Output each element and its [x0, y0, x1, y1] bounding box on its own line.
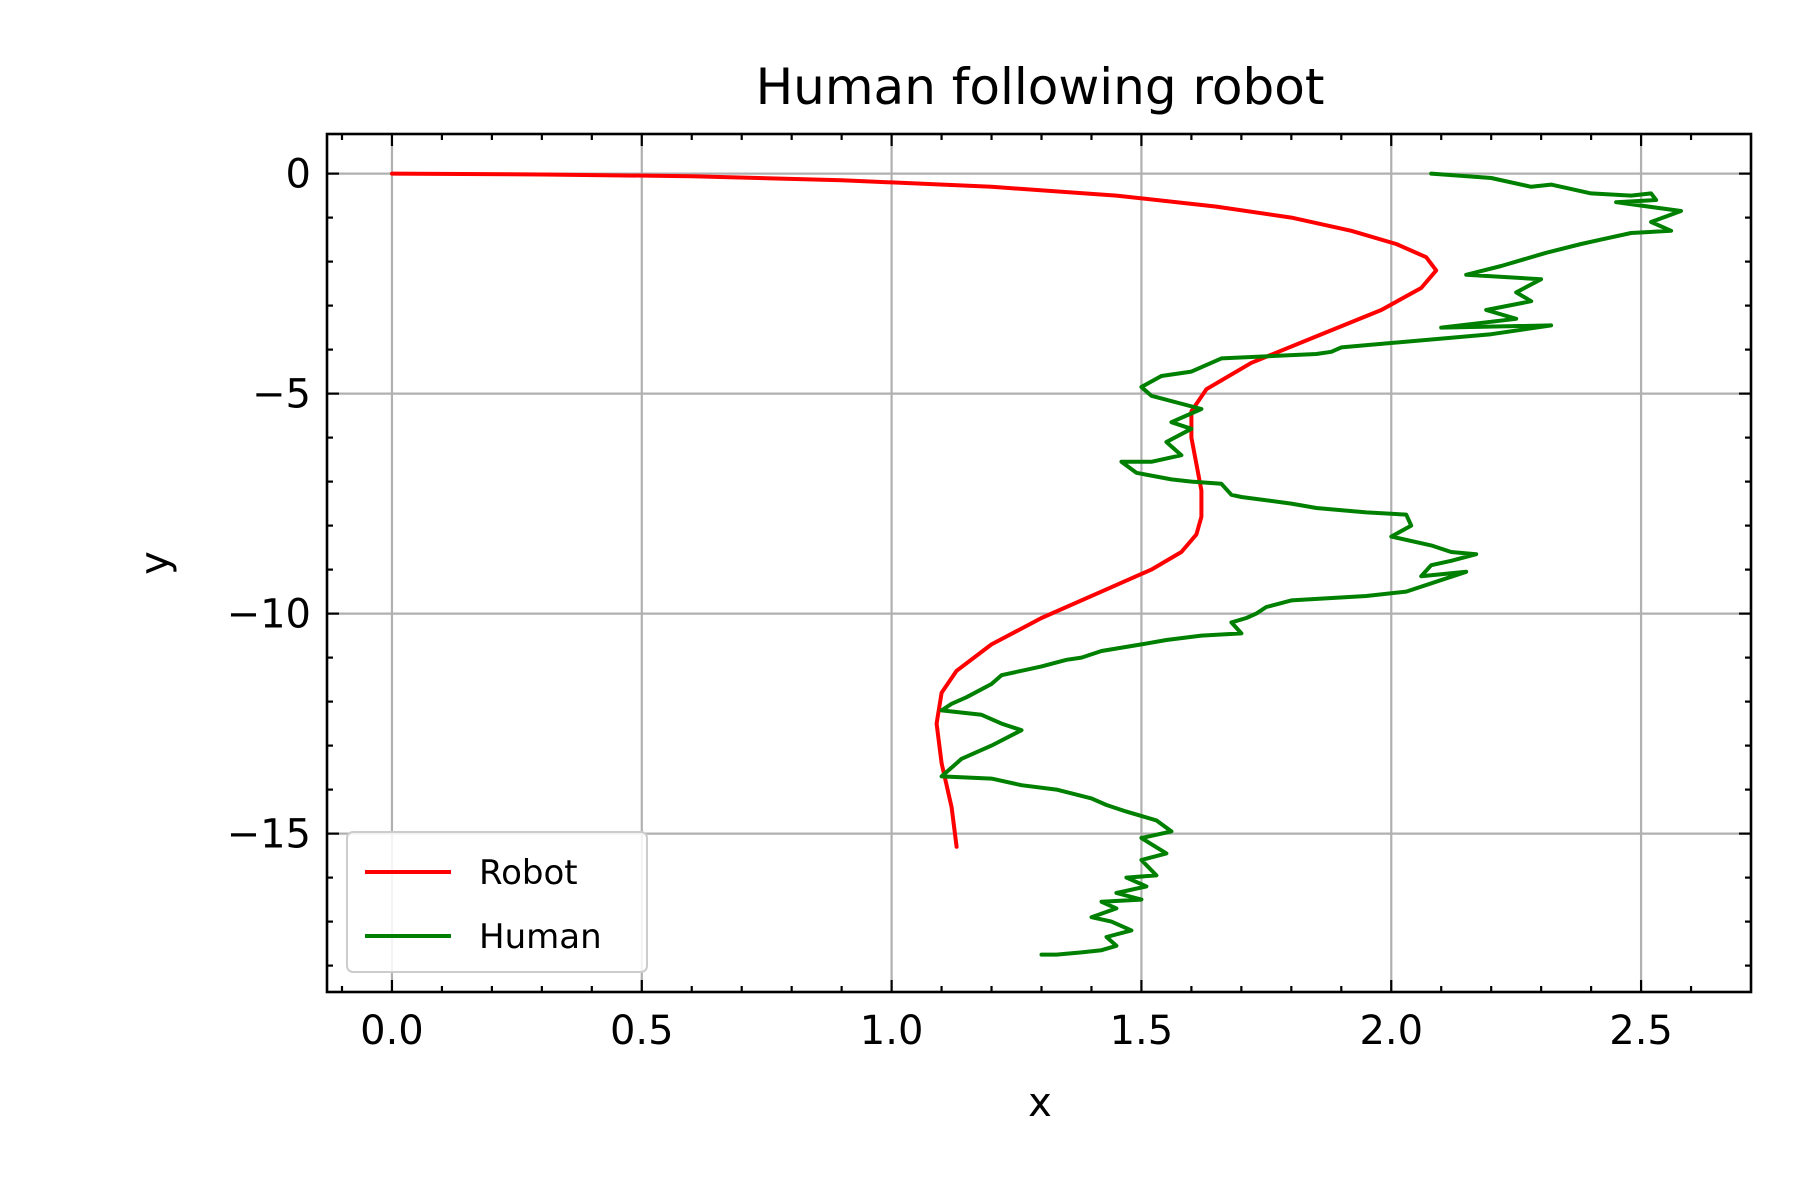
series-line-human — [939, 171, 1683, 957]
chart-title: Human following robot — [756, 58, 1325, 116]
series-line-robot — [390, 171, 1439, 849]
y-tick-label: −15 — [227, 812, 311, 858]
x-tick-label: 0.0 — [360, 1008, 424, 1054]
x-tick-label: 2.5 — [1609, 1008, 1673, 1054]
legend: Robot Human — [346, 831, 648, 973]
series-layer — [390, 171, 1683, 957]
x-axis-label: x — [1028, 1080, 1052, 1126]
x-tick-label: 1.0 — [860, 1008, 924, 1054]
y-tick-label: 0 — [286, 152, 311, 198]
legend-label-human: Human — [479, 917, 602, 957]
plot-frame — [325, 132, 1753, 994]
x-tick-label: 0.5 — [610, 1008, 674, 1054]
x-tick-label: 1.5 — [1110, 1008, 1174, 1054]
legend-label-robot: Robot — [479, 853, 578, 893]
y-axis-label: y — [132, 551, 178, 575]
ticks: 0.0 0.5 1.0 1.5 2.0 2.5 0 −5 −10 −15 — [227, 134, 1751, 1054]
x-tick-label: 2.0 — [1359, 1008, 1423, 1054]
y-tick-label: −10 — [227, 592, 311, 638]
y-tick-label: −5 — [252, 372, 311, 418]
